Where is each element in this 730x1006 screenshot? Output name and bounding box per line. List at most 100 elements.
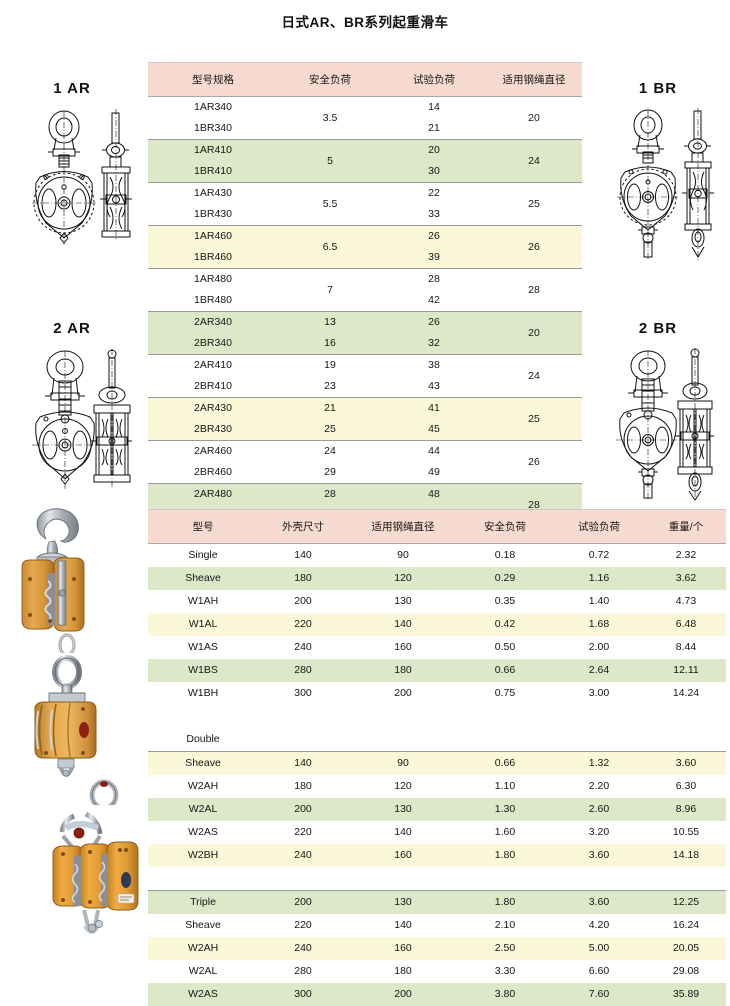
cell-test-load: 3.00	[552, 682, 646, 705]
cell-model: 1BR340	[148, 118, 278, 140]
cell-shell-size: 300	[258, 983, 348, 1006]
cell-test-load: 7.60	[552, 983, 646, 1006]
cell-empty	[348, 728, 458, 752]
cell-rope-diameter: 24	[486, 355, 582, 398]
cell-rope-diameter: 160	[348, 636, 458, 659]
cell-model: 2AR410	[148, 355, 278, 377]
cell-model: 2BR430	[148, 419, 278, 441]
catalog-page: 日式AR、BR系列起重滑车 1 AR 1 BR 2 AR 2 BR	[0, 0, 730, 972]
cell-shell-size: 240	[258, 636, 348, 659]
pulley-block-line-drawing-icon	[608, 105, 718, 265]
cell-rope-diameter: 120	[348, 775, 458, 798]
cell-test-load: 5.00	[552, 937, 646, 960]
cell-safe-load: 2.50	[458, 937, 552, 960]
cell-shell-size: 240	[258, 937, 348, 960]
cell-weight: 35.89	[646, 983, 726, 1006]
cell-weight: 10.55	[646, 821, 726, 844]
cell-rope-diameter: 200	[348, 983, 458, 1006]
cell-empty	[646, 728, 726, 752]
cell-rope-diameter: 160	[348, 937, 458, 960]
cell-weight: 2.32	[646, 544, 726, 568]
pulley-block-line-drawing-icon	[22, 105, 132, 250]
cell-test-load: 20	[382, 140, 486, 162]
cell-safe-load: 1.80	[458, 844, 552, 867]
cell-rope-diameter: 140	[348, 914, 458, 937]
table1-header-row: 型号规格 安全负荷 试验负荷 适用钢绳直径	[148, 63, 582, 97]
cell-test-load: 2.20	[552, 775, 646, 798]
cell-test-load: 26	[382, 312, 486, 334]
cell-test-load: 44	[382, 441, 486, 463]
cell-model: W2AS	[148, 821, 258, 844]
cell-rope-diameter: 24	[486, 140, 582, 183]
cell-shell-size: 200	[258, 798, 348, 821]
cell-shell-size: 240	[258, 844, 348, 867]
cell-test-load: 41	[382, 398, 486, 420]
cell-weight: 3.60	[646, 752, 726, 776]
cell-empty	[552, 728, 646, 752]
figure-label-2ar: 2 AR	[12, 320, 132, 337]
page-title: 日式AR、BR系列起重滑车	[0, 11, 730, 31]
cell-shell-size: 200	[258, 590, 348, 613]
cell-test-load: 30	[382, 161, 486, 183]
cell-safe-load: 28	[278, 484, 382, 506]
cell-model: 2AR480	[148, 484, 278, 506]
figure-2br-drawing	[608, 345, 716, 503]
pulley-block-line-drawing-icon	[608, 345, 716, 503]
cell-rope-diameter: 130	[348, 891, 458, 915]
table2-header-safe-load: 安全负荷	[458, 510, 552, 544]
table2-header-test-load: 试验负荷	[552, 510, 646, 544]
cell-safe-load: 0.35	[458, 590, 552, 613]
table-spacer-row	[148, 705, 726, 728]
cell-rope-diameter: 200	[348, 682, 458, 705]
cell-test-load: 45	[382, 419, 486, 441]
cell-safe-load: 3.5	[278, 97, 382, 140]
cell-test-load: 2.60	[552, 798, 646, 821]
spacer-cell	[148, 705, 726, 728]
cell-weight: 8.96	[646, 798, 726, 821]
cell-empty	[258, 728, 348, 752]
table1-header-rope-diameter: 适用钢绳直径	[486, 63, 582, 97]
cell-test-load: 2.64	[552, 659, 646, 682]
cell-safe-load: 3.80	[458, 983, 552, 1006]
cell-safe-load: 1.80	[458, 891, 552, 915]
cell-test-load: 38	[382, 355, 486, 377]
cell-weight: 20.05	[646, 937, 726, 960]
cell-rope-diameter: 90	[348, 544, 458, 568]
cell-shell-size: 280	[258, 659, 348, 682]
cell-shell-size: 140	[258, 544, 348, 568]
cell-model: 1BR480	[148, 290, 278, 312]
cell-test-load: 48	[382, 484, 486, 506]
cell-group-label: Double	[148, 728, 258, 752]
cell-model: W1AH	[148, 590, 258, 613]
cell-shell-size: 220	[258, 821, 348, 844]
cell-rope-diameter: 28	[486, 269, 582, 312]
cell-weight: 14.18	[646, 844, 726, 867]
cell-model: 1AR430	[148, 183, 278, 205]
cell-test-load: 42	[382, 290, 486, 312]
cell-model: Sheave	[148, 914, 258, 937]
cell-model: 1BR410	[148, 161, 278, 183]
cell-test-load: 3.20	[552, 821, 646, 844]
cell-safe-load: 0.66	[458, 752, 552, 776]
cell-safe-load: 21	[278, 398, 382, 420]
cell-shell-size: 220	[258, 914, 348, 937]
cell-model: W2AS	[148, 983, 258, 1006]
cell-test-load: 39	[382, 247, 486, 269]
cell-rope-diameter: 26	[486, 441, 582, 484]
cell-rope-diameter: 90	[348, 752, 458, 776]
figure-label-2br: 2 BR	[598, 320, 718, 337]
cell-test-load: 2.00	[552, 636, 646, 659]
table-spacer-row	[148, 867, 726, 891]
cell-model: 2AR430	[148, 398, 278, 420]
